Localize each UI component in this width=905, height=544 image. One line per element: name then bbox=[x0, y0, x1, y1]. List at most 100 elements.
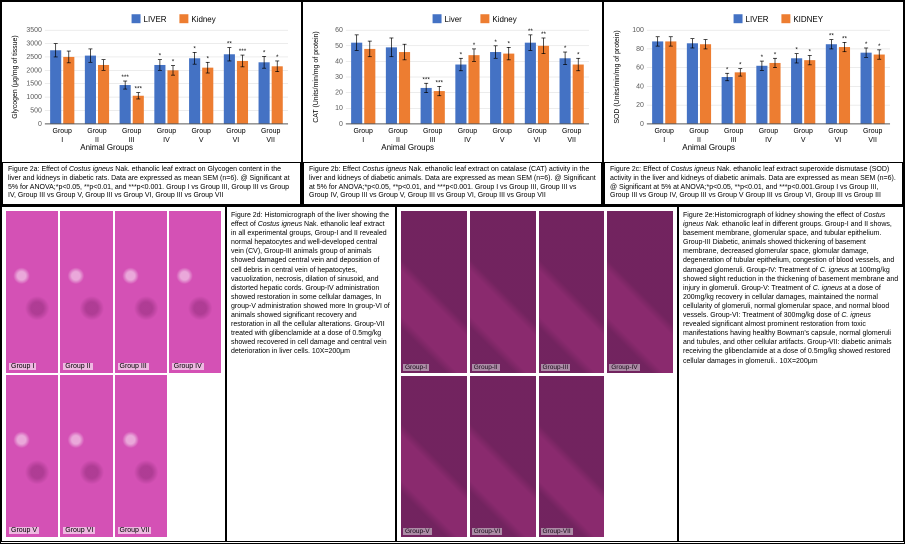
top-charts-row: 0500100015002000250030003500GroupIGroupI… bbox=[1, 1, 904, 206]
liver-tile-4: Group IV bbox=[169, 211, 221, 373]
svg-text:*: * bbox=[193, 45, 196, 52]
svg-text:20: 20 bbox=[335, 90, 343, 97]
svg-text:*: * bbox=[808, 48, 811, 55]
svg-text:80: 80 bbox=[636, 46, 644, 53]
svg-text:Group: Group bbox=[655, 128, 674, 135]
svg-text:Animal Groups: Animal Groups bbox=[682, 143, 735, 152]
svg-text:V: V bbox=[199, 137, 204, 144]
kidney-tile-5: Group-V bbox=[401, 376, 467, 538]
svg-text:*: * bbox=[795, 47, 798, 54]
svg-text:Glycogen (μg/mg of tissue): Glycogen (μg/mg of tissue) bbox=[12, 35, 19, 118]
svg-text:**: ** bbox=[528, 28, 534, 35]
svg-text:***: *** bbox=[134, 86, 142, 93]
svg-text:40: 40 bbox=[636, 83, 644, 90]
svg-text:I: I bbox=[663, 137, 665, 144]
svg-text:*: * bbox=[494, 39, 497, 46]
chart-panel-c: 020406080100GroupIGroupII**GroupIII**Gro… bbox=[603, 1, 904, 206]
svg-text:*: * bbox=[473, 42, 476, 49]
svg-text:60: 60 bbox=[335, 27, 343, 34]
svg-text:*: * bbox=[774, 51, 777, 58]
svg-text:Group: Group bbox=[226, 128, 245, 135]
svg-text:LIVER: LIVER bbox=[746, 15, 769, 24]
svg-text:VI: VI bbox=[534, 137, 541, 144]
liver-tile-5: Group V bbox=[6, 375, 58, 537]
svg-text:*: * bbox=[577, 51, 580, 58]
svg-text:Group: Group bbox=[793, 128, 812, 135]
svg-text:IV: IV bbox=[163, 137, 170, 144]
svg-text:20: 20 bbox=[636, 102, 644, 109]
svg-text:*: * bbox=[865, 41, 868, 48]
svg-text:**: ** bbox=[541, 31, 547, 38]
liver-tile-1: Group I bbox=[6, 211, 58, 373]
svg-text:V: V bbox=[801, 137, 806, 144]
svg-text:CAT (Units/min/mg of protein): CAT (Units/min/mg of protein) bbox=[313, 31, 320, 123]
kidney-tile-7: Group-VII bbox=[539, 376, 605, 538]
svg-text:Group: Group bbox=[354, 128, 373, 135]
svg-text:Animal Groups: Animal Groups bbox=[381, 143, 434, 152]
svg-text:3500: 3500 bbox=[26, 27, 42, 34]
kidney-tile-4: Group-IV bbox=[607, 211, 673, 373]
svg-text:I: I bbox=[61, 137, 63, 144]
svg-text:0: 0 bbox=[38, 121, 42, 128]
bottom-histology-row: Group IGroup IIGroup IIIGroup IVGroup VG… bbox=[1, 206, 904, 542]
caption-e: Figure 2e:Histomicrograph of kidney show… bbox=[678, 206, 904, 542]
histology-kidney-panel: Group-IGroup-IIGroup-IIIGroup-IVGroup-VG… bbox=[396, 206, 678, 542]
svg-text:Kidney: Kidney bbox=[492, 15, 516, 24]
svg-text:Group: Group bbox=[388, 128, 407, 135]
svg-text:2000: 2000 bbox=[26, 67, 42, 74]
svg-text:*: * bbox=[206, 55, 209, 62]
svg-text:Group: Group bbox=[122, 128, 141, 135]
kidney-tile-6: Group-VI bbox=[470, 376, 536, 538]
svg-text:0: 0 bbox=[339, 121, 343, 128]
svg-text:SOD (Units/min/mg of protein): SOD (Units/min/mg of protein) bbox=[614, 30, 621, 123]
svg-text:*: * bbox=[564, 45, 567, 52]
svg-text:**: ** bbox=[227, 41, 233, 48]
svg-text:VI: VI bbox=[835, 137, 842, 144]
liver-tile-3: Group III bbox=[115, 211, 167, 373]
chart-b-svg: 0102030405060GroupIGroupII******GroupIII… bbox=[308, 7, 597, 157]
svg-text:Group: Group bbox=[423, 128, 442, 135]
svg-text:Group: Group bbox=[724, 128, 743, 135]
svg-text:VII: VII bbox=[567, 137, 576, 144]
chart-c-svg: 020406080100GroupIGroupII**GroupIII**Gro… bbox=[609, 7, 898, 157]
svg-text:1000: 1000 bbox=[26, 94, 42, 101]
kidney-tile-1: Group-I bbox=[401, 211, 467, 373]
svg-text:***: *** bbox=[239, 48, 247, 55]
svg-text:*: * bbox=[172, 59, 175, 66]
kidney-tile-2: Group-II bbox=[470, 211, 536, 373]
liver-tile-2: Group II bbox=[60, 211, 112, 373]
svg-text:Group: Group bbox=[191, 128, 210, 135]
liver-tile-7: Group VII bbox=[115, 375, 167, 537]
svg-text:3000: 3000 bbox=[26, 41, 42, 48]
svg-text:Group: Group bbox=[828, 128, 847, 135]
histology-liver-panel: Group IGroup IIGroup IIIGroup IVGroup VG… bbox=[1, 206, 226, 542]
svg-text:Group: Group bbox=[759, 128, 778, 135]
svg-text:Liver: Liver bbox=[445, 15, 463, 24]
liver-tile-6: Group VI bbox=[60, 375, 112, 537]
kidney-tile-3: Group-III bbox=[539, 211, 605, 373]
svg-text:Group: Group bbox=[157, 128, 176, 135]
svg-text:***: *** bbox=[121, 74, 129, 81]
svg-text:100: 100 bbox=[632, 27, 644, 34]
svg-text:Group: Group bbox=[863, 128, 882, 135]
svg-text:Group: Group bbox=[689, 128, 708, 135]
svg-text:Group: Group bbox=[527, 128, 546, 135]
svg-text:Animal Groups: Animal Groups bbox=[80, 143, 133, 152]
svg-text:Group: Group bbox=[261, 128, 280, 135]
svg-text:IV: IV bbox=[765, 137, 772, 144]
svg-text:*: * bbox=[460, 51, 463, 58]
svg-text:VII: VII bbox=[266, 137, 275, 144]
svg-text:***: *** bbox=[435, 79, 443, 86]
svg-text:*: * bbox=[159, 53, 162, 60]
svg-text:**: ** bbox=[829, 33, 835, 40]
svg-text:***: *** bbox=[422, 76, 430, 83]
svg-text:VI: VI bbox=[233, 137, 240, 144]
svg-text:Group: Group bbox=[53, 128, 72, 135]
svg-text:0: 0 bbox=[640, 121, 644, 128]
chart-panel-b: 0102030405060GroupIGroupII******GroupIII… bbox=[302, 1, 603, 206]
svg-text:60: 60 bbox=[636, 65, 644, 72]
caption-d: Figure 2d: Histomicrograph of the liver … bbox=[226, 206, 396, 542]
svg-text:V: V bbox=[500, 137, 505, 144]
svg-text:IV: IV bbox=[464, 137, 471, 144]
svg-text:1500: 1500 bbox=[26, 81, 42, 88]
